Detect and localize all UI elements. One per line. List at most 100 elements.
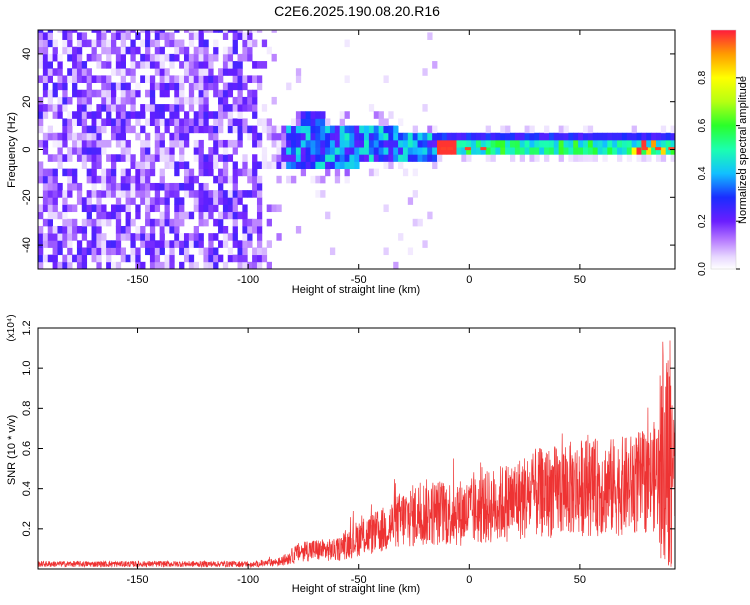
spectrogram-cell	[154, 182, 161, 191]
spectrogram-cell	[183, 168, 190, 177]
spectrogram-cell	[232, 75, 238, 83]
spectrogram-ytick-label: -20	[21, 189, 33, 205]
spectrogram-cell	[125, 118, 131, 126]
spectrogram-cell	[67, 30, 73, 33]
spectrogram-cell	[130, 104, 136, 112]
spectrogram-cell	[242, 168, 248, 177]
spectrogram-cell	[660, 154, 667, 162]
spectrogram-cell	[222, 147, 229, 155]
spectrogram-cell	[198, 61, 204, 69]
spectrogram-cell	[276, 175, 282, 184]
spectrogram-cell	[115, 125, 122, 134]
spectrogram-cell	[164, 82, 170, 91]
spectrogram-cell	[310, 139, 316, 148]
spectrogram-cell	[203, 46, 209, 55]
colorbar-tick-label: 0.0	[697, 262, 708, 276]
spectrogram-cell	[602, 132, 608, 141]
spectrogram-cell	[519, 139, 525, 148]
spectrogram-cell	[256, 233, 263, 241]
spectrogram-cell	[227, 190, 234, 198]
spectrogram-cell	[72, 182, 78, 191]
spectrogram-cell	[62, 218, 68, 227]
spectrogram-cell	[120, 147, 126, 155]
spectrogram-cell	[154, 118, 161, 126]
spectrogram-cell	[125, 30, 131, 33]
spectrogram-cell	[655, 147, 662, 155]
spectrogram-cell	[81, 39, 88, 48]
spectrogram-cell	[101, 125, 107, 134]
spectrogram-cell	[626, 154, 633, 162]
spectrogram-cell	[213, 254, 219, 263]
spectrogram-cell	[602, 154, 608, 162]
spectrogram-cell	[222, 53, 229, 62]
spectrogram-cell	[120, 139, 126, 148]
spectrogram-cell	[67, 32, 73, 40]
spectrogram-cell	[388, 154, 394, 162]
spectrogram-cell	[115, 261, 122, 269]
spectrogram-cell	[164, 32, 170, 40]
spectrogram-cell	[47, 39, 53, 48]
spectrogram-cell	[42, 218, 49, 227]
spectrogram-cell	[57, 75, 63, 83]
spectrogram-cell	[252, 61, 258, 69]
spectrogram-cell	[47, 32, 53, 40]
spectrogram-cell	[373, 139, 380, 148]
spectrogram-cell	[232, 39, 238, 48]
spectrogram-cell	[213, 46, 219, 55]
spectrogram-cell	[81, 139, 88, 148]
spectrogram-cell	[38, 46, 44, 55]
spectrogram-cell	[145, 32, 151, 40]
spectrogram-cell	[612, 147, 618, 155]
spectrogram-cell	[612, 132, 618, 141]
spectrogram-cell	[587, 147, 594, 155]
spectrogram-cell	[72, 204, 78, 213]
spectrogram-cell	[398, 161, 404, 170]
spectrogram-cell	[432, 125, 438, 134]
spectrogram-cell	[154, 139, 161, 148]
spectrogram-cell	[96, 233, 102, 241]
spectrogram-cell	[500, 147, 506, 155]
spectrogram-cell	[529, 147, 535, 155]
spectrogram-cell	[388, 132, 394, 141]
spectrogram-cell	[218, 225, 224, 234]
spectrogram-cell	[62, 240, 68, 248]
spectrogram-cell	[101, 30, 107, 33]
spectrogram-cell	[271, 30, 277, 33]
spectrogram-cell	[86, 139, 92, 148]
spectrogram-cell	[203, 218, 209, 227]
spectrogram-cell	[213, 30, 219, 33]
spectrogram-cell	[631, 132, 637, 141]
spectrogram-cell	[286, 132, 292, 141]
spectrogram-cell	[592, 154, 598, 162]
spectrogram-cell	[427, 125, 433, 134]
spectrogram-cell	[237, 75, 243, 83]
spectrogram-cell	[101, 168, 107, 177]
spectrogram-cell	[72, 46, 78, 55]
spectrogram-cell	[378, 139, 384, 148]
spectrogram-cell	[96, 75, 102, 83]
spectrogram-cell	[96, 61, 102, 69]
spectrogram-cell	[427, 211, 433, 220]
spectrogram-cell	[203, 118, 209, 126]
spectrogram-cell	[329, 154, 336, 162]
spectrogram-cell	[140, 30, 146, 33]
spectrogram-cell	[76, 247, 83, 256]
snr-xtick-label: 0	[466, 574, 472, 586]
spectrogram-cell	[651, 132, 657, 141]
spectrogram-cell	[52, 197, 58, 205]
spectrogram-cell	[432, 132, 438, 141]
spectrogram-cell	[364, 139, 370, 148]
spectrogram-cell	[485, 125, 491, 134]
spectrogram-cell	[388, 111, 394, 119]
spectrogram-cell	[519, 154, 525, 162]
spectrogram-cell	[237, 118, 243, 126]
spectrogram-cell	[179, 96, 185, 105]
spectrogram-cell	[169, 225, 175, 234]
spectrogram-cell	[344, 161, 350, 170]
spectrogram-cell	[106, 254, 112, 263]
spectrogram-cell	[247, 125, 253, 134]
spectrogram-cell	[529, 154, 535, 162]
spectrogram-cell	[325, 132, 331, 141]
snr-ytick-label: 0.4	[21, 481, 33, 496]
spectrogram-cell	[81, 125, 88, 134]
